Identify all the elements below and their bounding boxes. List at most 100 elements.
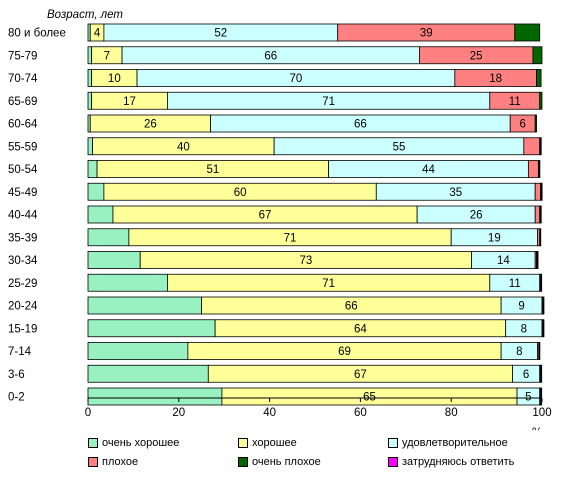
bar-segment — [527, 160, 539, 178]
data-label: 71 — [322, 278, 335, 290]
bar-segment — [534, 114, 537, 133]
category-label: 35-39 — [8, 232, 37, 244]
data-label: 8 — [521, 323, 527, 335]
data-label: 26 — [144, 119, 157, 131]
data-label: 10 — [108, 73, 121, 85]
data-label: 6 — [520, 119, 526, 131]
data-label: 64 — [354, 323, 367, 335]
legend-swatch — [388, 457, 398, 467]
category-label: 65-69 — [8, 96, 37, 108]
data-label: 11 — [509, 96, 521, 108]
bar-segment — [538, 160, 541, 178]
chart-title: Возраст, лет — [47, 9, 123, 21]
category-label: 75-79 — [8, 50, 37, 62]
bar-segment — [532, 46, 543, 65]
bar-segment — [540, 137, 542, 156]
data-label: 9 — [518, 301, 524, 313]
bar-segment — [540, 205, 542, 224]
data-label: 60 — [234, 187, 247, 199]
category-label: 70-74 — [8, 73, 38, 85]
category-label: 40-44 — [8, 210, 38, 222]
bar-segment — [540, 364, 543, 383]
bar-segment — [541, 182, 543, 201]
bar-segment — [87, 364, 209, 383]
category-label: 20-24 — [8, 301, 38, 313]
bar-segment — [514, 23, 541, 42]
data-label: 14 — [497, 255, 510, 267]
category-label: 45-49 — [8, 187, 37, 199]
legend-label: затрудняюсь ответить — [402, 456, 515, 468]
data-label: 18 — [489, 73, 502, 85]
data-label: 11 — [509, 278, 521, 290]
data-label: 25 — [470, 50, 483, 62]
bar-segment — [87, 387, 223, 406]
legend-item: плохое — [88, 455, 238, 469]
bar-segment — [87, 69, 93, 87]
legend-item: хорошее — [238, 436, 388, 450]
legend-item: удовлетворительное — [388, 436, 558, 450]
data-label: 55 — [393, 141, 406, 153]
legend-swatch — [238, 438, 248, 448]
data-label: 40 — [177, 141, 190, 153]
bar-segment — [536, 69, 542, 87]
category-label: 80 и более — [8, 28, 66, 40]
x-axis-unit-label: % — [532, 427, 542, 430]
data-label: 8 — [516, 346, 522, 358]
category-label: 15-19 — [8, 323, 37, 335]
bar-segment — [538, 342, 541, 360]
category-label: 25-29 — [8, 278, 37, 290]
legend-item: затрудняюсь ответить — [388, 455, 558, 469]
bar-segment — [542, 319, 545, 338]
legend-swatch — [88, 457, 98, 467]
data-label: 67 — [354, 369, 367, 381]
data-label: 7 — [104, 50, 110, 62]
bar-segment — [87, 205, 114, 224]
data-label: 6 — [523, 369, 529, 381]
x-tick-label: 0 — [85, 407, 91, 419]
data-label: 66 — [264, 50, 277, 62]
data-label: 69 — [338, 346, 351, 358]
category-label: 55-59 — [8, 141, 37, 153]
category-label: 3-6 — [8, 369, 25, 381]
legend-swatch — [88, 438, 98, 448]
bar-segment — [87, 296, 202, 315]
bar-segment — [87, 160, 98, 178]
data-label: 19 — [488, 232, 501, 244]
bar-segment — [539, 228, 542, 247]
bar-segment — [523, 137, 541, 156]
category-label: 60-64 — [8, 119, 38, 131]
bar-segment — [87, 342, 189, 360]
data-label: 70 — [290, 73, 303, 85]
legend-item: очень хорошее — [88, 436, 238, 450]
data-label: 67 — [259, 210, 272, 222]
legend-swatch — [388, 438, 398, 448]
legend-label: очень плохое — [252, 456, 321, 468]
data-label: 66 — [354, 119, 367, 131]
data-label: 39 — [420, 28, 433, 40]
legend-label: удовлетворительное — [402, 437, 508, 449]
data-label: 73 — [300, 255, 313, 267]
chart-legend: очень хорошее хорошее удовлетворительное пл… — [88, 436, 558, 469]
x-tick-label: 60 — [354, 407, 367, 419]
bar-segment — [537, 251, 539, 269]
bar-segment — [540, 387, 543, 406]
legend-label: очень хорошее — [102, 437, 180, 449]
bar-segment — [534, 182, 542, 201]
data-label: 4 — [94, 28, 101, 40]
category-label: 50-54 — [8, 164, 38, 176]
bar-segment — [539, 91, 543, 110]
data-label: 52 — [214, 28, 227, 40]
category-label: 30-34 — [8, 255, 38, 267]
x-tick-label: 20 — [172, 407, 185, 419]
bar-segment — [534, 205, 541, 224]
x-tick-label: 40 — [263, 407, 276, 419]
bar-segment — [87, 137, 93, 156]
data-label: 35 — [449, 187, 462, 199]
bar-segment — [87, 273, 168, 292]
data-label: 26 — [470, 210, 483, 222]
data-label: 71 — [284, 232, 297, 244]
legend-item: очень плохое — [238, 455, 388, 469]
x-tick-label: 100 — [532, 407, 551, 419]
category-label: 7-14 — [8, 346, 32, 358]
x-tick-label: 80 — [445, 407, 458, 419]
